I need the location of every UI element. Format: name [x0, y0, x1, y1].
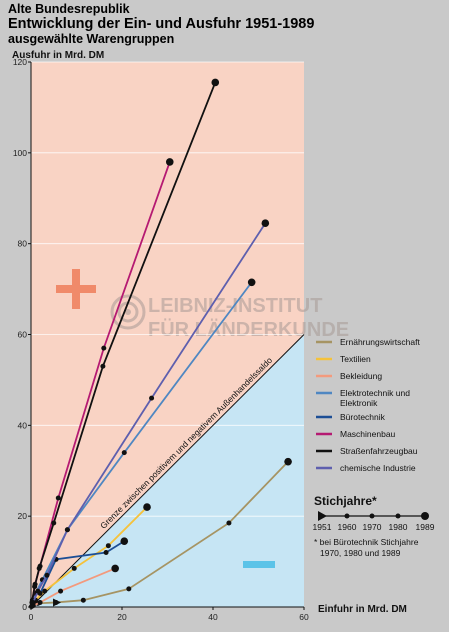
chart-title: Entwicklung der Ein- und Ausfuhr 1951-19…	[8, 16, 315, 32]
y-tick-label: 0	[22, 602, 27, 612]
x-tick-label: 20	[117, 612, 127, 622]
x-tick-label: 60	[299, 612, 309, 622]
series-point	[30, 599, 36, 605]
legend-label: Bekleidung	[340, 371, 382, 381]
x-tick-label: 40	[208, 612, 218, 622]
series-point	[261, 219, 270, 228]
stichjahre-marker	[344, 513, 350, 519]
stichjahre-year: 1980	[389, 522, 408, 532]
stichjahre-marker	[421, 512, 429, 520]
y-axis-label: Ausfuhr in Mrd. DM	[12, 50, 104, 61]
series-point	[37, 599, 43, 605]
series-point	[36, 565, 42, 571]
chart-subtitle: ausgewählte Warengruppen	[8, 32, 175, 46]
gridlines	[31, 61, 304, 517]
legend-label: Maschinenbau	[340, 429, 396, 439]
series-point	[126, 586, 132, 592]
y-tick-label: 20	[18, 511, 28, 521]
series-point	[51, 520, 57, 526]
y-tick-label: 80	[18, 239, 28, 249]
x-axis-label: Einfuhr in Mrd. DM	[318, 604, 407, 615]
series-point	[121, 450, 127, 456]
legend-label: Straßenfahrzeugbau	[340, 446, 418, 456]
series-point	[284, 457, 292, 466]
series-point	[101, 345, 107, 351]
series-point	[80, 597, 86, 603]
watermark-line-1: LEIBNIZ-INSTITUT	[148, 295, 322, 317]
series-point	[149, 395, 155, 401]
series-line	[31, 82, 217, 603]
stichjahre-year: 1970	[363, 522, 382, 532]
series-point	[58, 588, 64, 594]
minus-symbol	[243, 561, 275, 568]
stichjahre-key: Stichjahre* 1951 1960 1970 1980 1989 * bei Bür…	[313, 494, 435, 558]
legend-label: chemische Industrie	[340, 463, 416, 473]
series-point	[247, 278, 256, 287]
x-tick-label: 0	[29, 612, 34, 622]
stichjahre-year: 1960	[338, 522, 357, 532]
series-point	[44, 572, 50, 578]
stichjahre-year: 1989	[416, 522, 435, 532]
series-point	[103, 550, 109, 555]
series-point	[32, 584, 38, 590]
stichjahre-title: Stichjahre*	[314, 494, 377, 508]
legend-label: Elektrotechnik und	[340, 388, 410, 398]
stichjahre-marker	[369, 513, 375, 519]
series-point	[211, 78, 220, 87]
legend-label-cont: Elektronik	[340, 398, 378, 408]
region-title: Alte Bundesrepublik	[8, 2, 130, 16]
series-point	[143, 503, 151, 511]
series-point	[71, 565, 77, 571]
legend-label: Bürotechnik	[340, 412, 386, 422]
series-point	[42, 588, 48, 594]
stichjahre-year: 1951	[313, 522, 332, 532]
start-year-marker	[53, 598, 62, 607]
y-tick-label: 100	[13, 148, 27, 158]
series-point	[105, 543, 111, 549]
series-point	[35, 588, 41, 594]
data-series	[28, 78, 292, 610]
y-tick-label: 120	[13, 57, 27, 67]
plus-symbol-vertical	[72, 269, 80, 309]
series-point	[100, 363, 106, 369]
axes: 0 20 40 60 80 100 120 0 20 40 60	[13, 57, 309, 622]
chart-header: Alte Bundesrepublik Entwicklung der Ein-…	[8, 2, 314, 46]
watermark-line-2: FÜR LÄNDERKUNDE	[148, 318, 349, 341]
series-point	[55, 495, 61, 501]
stichjahre-marker	[395, 513, 401, 519]
y-tick-label: 60	[18, 330, 28, 340]
series-point	[64, 527, 70, 533]
balance-diagonal	[30, 334, 305, 608]
y-tick-label: 40	[18, 420, 28, 430]
stichjahre-start-marker	[318, 511, 327, 521]
stichjahre-note-2: 1970, 1980 und 1989	[320, 548, 401, 558]
legend-label: Ernährungswirtschaft	[340, 337, 420, 347]
series-point	[226, 520, 232, 526]
stichjahre-note-1: * bei Bürotechnik Stichjahre	[314, 537, 419, 547]
series-point	[165, 158, 174, 166]
legend-label: Textilien	[340, 354, 371, 364]
series-point	[120, 537, 129, 545]
series-point	[111, 564, 119, 573]
legend: Ernährungswirtschaft Textilien Bekleidung E…	[316, 337, 420, 473]
